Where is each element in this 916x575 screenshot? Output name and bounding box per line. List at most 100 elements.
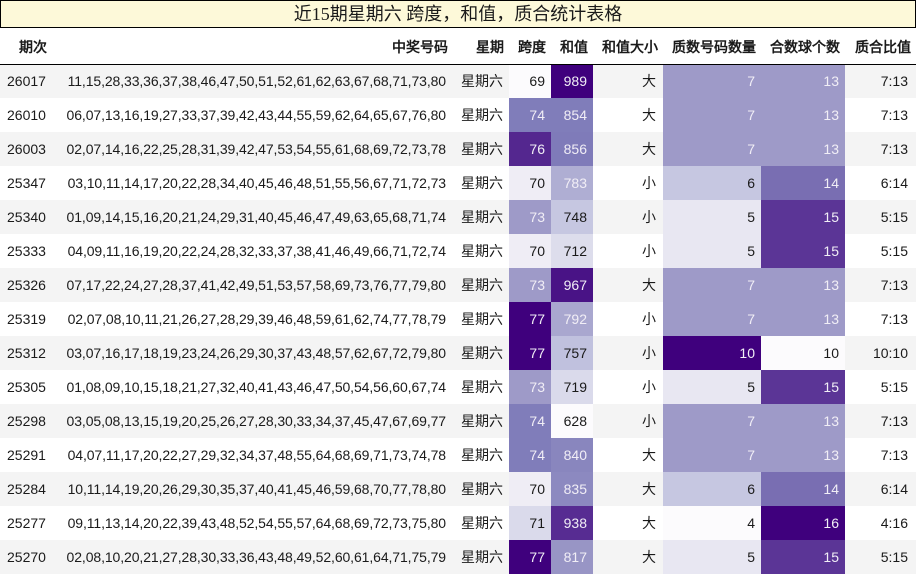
cell-sum-size: 大 [642,107,656,123]
cell-prime-count: 6 [663,472,761,506]
cell-weekday: 星期六 [461,549,503,565]
cell-issue: 25305 [7,379,46,395]
cell-sum-size: 大 [642,515,656,531]
header-numbers[interactable]: 中奖号码 [55,30,453,65]
cell-numbers: 06,07,13,16,19,27,33,37,39,42,43,44,55,5… [66,107,447,123]
cell-prime-count: 7 [663,438,761,472]
cell-composite-count: 10 [761,336,845,370]
cell-sum-size: 大 [642,481,656,497]
cell-ratio: 5:15 [880,549,908,565]
cell-weekday: 星期六 [461,141,503,157]
cell-span: 73 [509,200,551,234]
header-issue[interactable]: 期次 [0,30,55,65]
cell-sum: 712 [551,234,593,268]
cell-issue: 25298 [7,413,46,429]
cell-sum: 628 [551,404,593,438]
cell-sum-size: 小 [642,243,656,259]
cell-prime-count: 4 [663,506,761,540]
cell-ratio: 7:13 [880,447,908,463]
cell-ratio: 4:16 [880,515,908,531]
cell-composite-count: 13 [761,98,845,132]
cell-issue: 25347 [7,175,46,191]
table-row: 26017 11,15,28,33,36,37,38,46,47,50,51,52… [0,64,916,98]
cell-weekday: 星期六 [461,209,503,225]
cell-span: 77 [509,336,551,370]
cell-ratio: 5:15 [880,243,908,259]
cell-prime-count: 5 [663,200,761,234]
table-row: 26010 06,07,13,16,19,27,33,37,39,42,43,44… [0,98,916,132]
table-row: 26003 02,07,14,16,22,25,28,31,39,42,47,53… [0,132,916,166]
table-row: 25298 03,05,08,13,15,19,20,25,26,27,28,30… [0,404,916,438]
cell-issue: 26017 [7,73,46,90]
cell-composite-count: 13 [761,302,845,336]
cell-sum: 748 [551,200,593,234]
cell-issue: 25277 [7,515,46,531]
cell-numbers: 07,17,22,24,27,28,37,41,42,49,51,53,57,5… [66,277,447,293]
table-row: 25319 02,07,08,10,11,21,26,27,28,29,39,46… [0,302,916,336]
cell-sum: 835 [551,472,593,506]
cell-span: 70 [509,166,551,200]
cell-numbers: 04,07,11,17,20,22,27,29,32,34,37,48,55,6… [67,447,447,463]
table-body: 26017 11,15,28,33,36,37,38,46,47,50,51,52… [0,64,916,574]
table-title: 近15期星期六 跨度，和值，质合统计表格 [0,0,916,28]
cell-ratio: 7:13 [880,141,908,157]
cell-sum-size: 大 [642,73,656,90]
cell-prime-count: 7 [663,268,761,302]
cell-span: 70 [509,472,551,506]
cell-issue: 25291 [7,447,46,463]
cell-numbers: 04,09,11,16,19,20,22,24,28,32,33,37,38,4… [67,243,447,259]
cell-issue: 25284 [7,481,46,497]
cell-ratio: 7:13 [880,311,908,327]
cell-sum: 856 [551,132,593,166]
header-prime-count[interactable]: 质数号码数量 [663,30,761,65]
cell-composite-count: 13 [761,132,845,166]
cell-numbers: 02,08,10,20,21,27,28,30,33,36,43,48,49,5… [66,549,447,565]
cell-sum-size: 大 [642,447,656,463]
cell-weekday: 星期六 [461,107,503,123]
cell-numbers: 03,10,11,14,17,20,22,28,34,40,45,46,48,5… [67,175,447,191]
cell-prime-count: 7 [663,64,761,98]
cell-numbers: 02,07,08,10,11,21,26,27,28,29,39,46,48,5… [67,311,447,327]
header-ratio[interactable]: 质合比值 [845,30,916,65]
cell-composite-count: 13 [761,438,845,472]
cell-composite-count: 16 [761,506,845,540]
cell-weekday: 星期六 [461,175,503,191]
cell-prime-count: 7 [663,302,761,336]
cell-sum-size: 大 [642,141,656,157]
header-composite-count[interactable]: 合数球个数 [761,30,845,65]
header-row: 期次 中奖号码 星期 跨度 和值 和值大小 质数号码数量 合数球个数 质合比值 [0,30,916,65]
cell-issue: 25333 [7,243,46,259]
cell-prime-count: 6 [663,166,761,200]
cell-span: 74 [509,404,551,438]
cell-sum-size: 大 [642,277,656,293]
cell-weekday: 星期六 [461,243,503,259]
cell-sum-size: 小 [642,413,656,429]
cell-prime-count: 5 [663,370,761,404]
cell-prime-count: 7 [663,132,761,166]
cell-composite-count: 15 [761,370,845,404]
cell-sum-size: 小 [642,379,656,395]
cell-span: 76 [509,132,551,166]
stats-table: 期次 中奖号码 星期 跨度 和值 和值大小 质数号码数量 合数球个数 质合比值 … [0,30,916,574]
header-weekday[interactable]: 星期 [453,30,509,65]
cell-sum: 719 [551,370,593,404]
cell-composite-count: 14 [761,166,845,200]
cell-sum-size: 小 [642,209,656,225]
header-sum-size[interactable]: 和值大小 [593,30,663,65]
cell-span: 73 [509,268,551,302]
cell-issue: 25340 [7,209,46,225]
table-row: 25333 04,09,11,16,19,20,22,24,28,32,33,37… [0,234,916,268]
cell-sum: 817 [551,540,593,574]
cell-numbers: 10,11,14,19,20,26,29,30,35,37,40,41,45,4… [67,481,447,497]
cell-span: 77 [509,302,551,336]
cell-composite-count: 13 [761,404,845,438]
cell-span: 74 [509,98,551,132]
header-sum[interactable]: 和值 [551,30,593,65]
header-span[interactable]: 跨度 [509,30,551,65]
cell-ratio: 7:13 [880,277,908,293]
cell-weekday: 星期六 [461,379,503,395]
cell-weekday: 星期六 [461,413,503,429]
cell-numbers: 03,05,08,13,15,19,20,25,26,27,28,30,33,3… [66,413,447,429]
cell-sum: 967 [551,268,593,302]
cell-issue: 25270 [7,549,46,565]
